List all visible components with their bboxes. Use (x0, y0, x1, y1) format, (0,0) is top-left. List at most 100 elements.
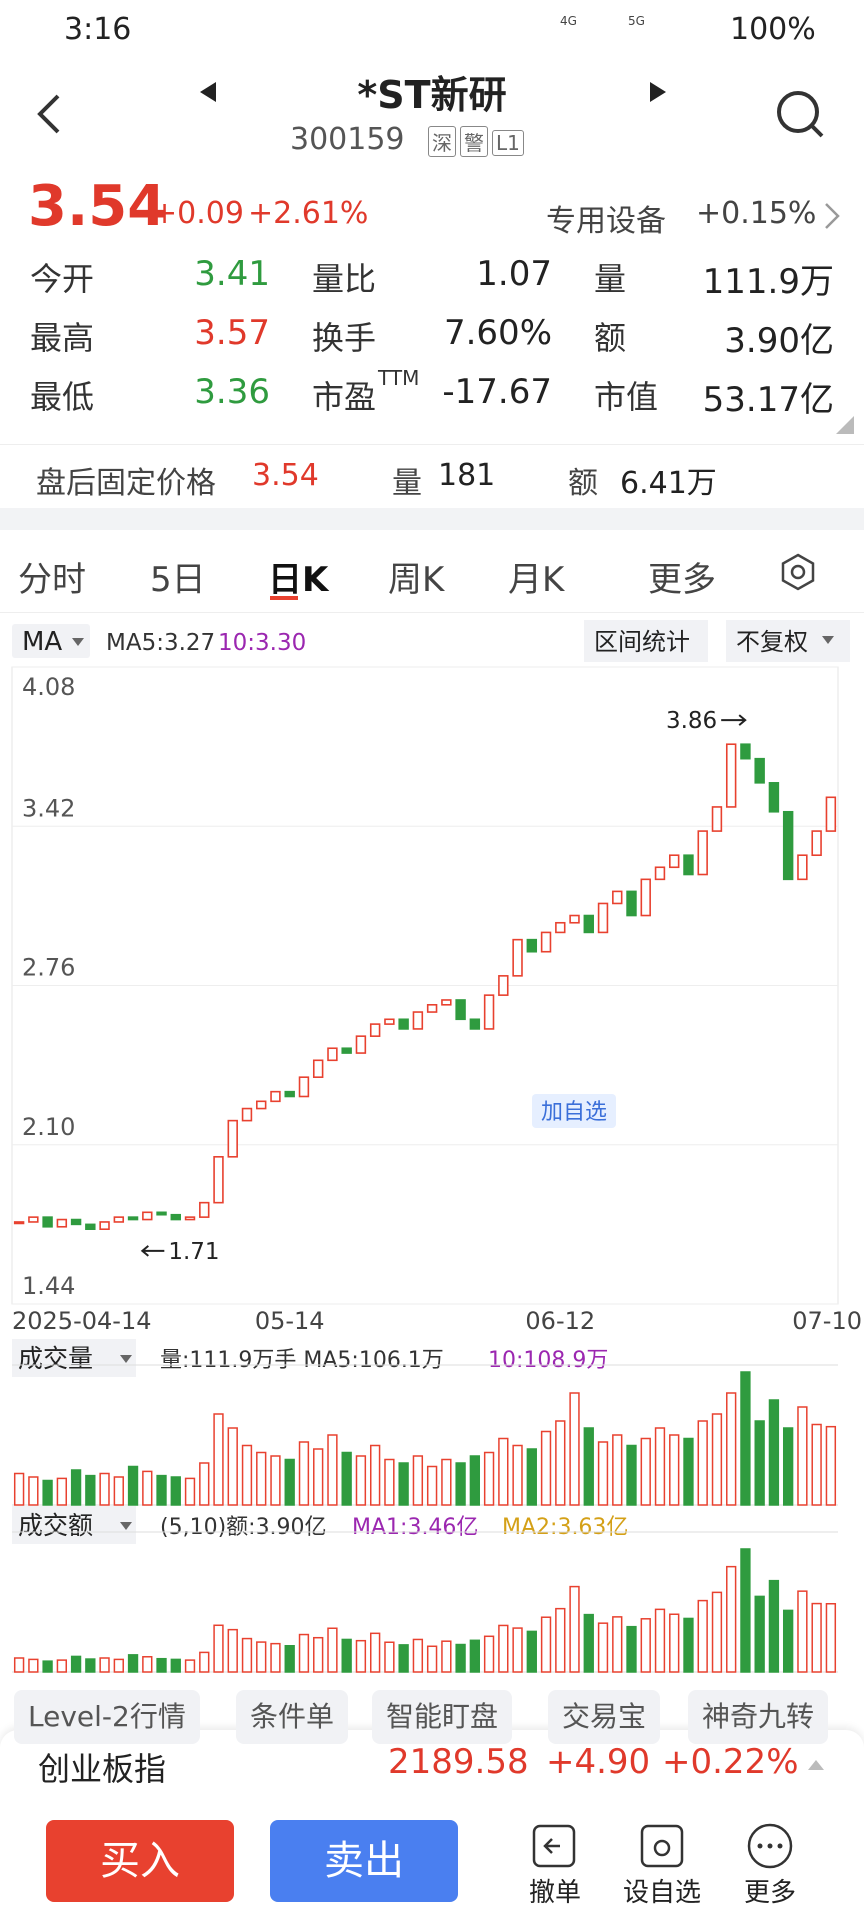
next-stock[interactable] (646, 80, 670, 104)
amount-bar (298, 1633, 310, 1673)
add-watch-bg[interactable] (532, 1094, 616, 1128)
candle (811, 830, 822, 857)
amount-bar (199, 1651, 210, 1673)
back-button[interactable] (30, 90, 66, 140)
volume-bar (341, 1451, 352, 1506)
after-amt: 6.41万 (620, 466, 717, 501)
candle (640, 878, 651, 917)
amount-bar (711, 1591, 723, 1673)
amount-bar (512, 1627, 523, 1673)
candle (483, 994, 495, 1030)
volume-bar (540, 1430, 552, 1506)
volume-bar (782, 1427, 794, 1506)
volume-bar (626, 1444, 637, 1506)
buy-button[interactable]: 买入 (46, 1820, 234, 1902)
candle (540, 931, 552, 953)
tab[interactable]: 5日 (150, 560, 206, 600)
amount-bar (70, 1655, 82, 1673)
status-battery: 100% (730, 12, 816, 47)
candle (384, 1018, 395, 1025)
action-label[interactable]: 更多 (743, 1878, 796, 1908)
volume-bar (711, 1413, 723, 1506)
price: 3.54 (28, 174, 167, 239)
candle (512, 938, 523, 977)
feature-tab[interactable]: 智能盯盘 (372, 1690, 513, 1744)
action-label[interactable]: 设自选 (622, 1878, 701, 1908)
volume-bar (797, 1406, 808, 1506)
candle (754, 757, 765, 784)
range-stats-button[interactable] (584, 620, 708, 662)
volume-bar (726, 1392, 737, 1506)
candle (455, 999, 466, 1021)
amount-bar (384, 1641, 395, 1673)
candle (241, 1107, 253, 1122)
candle (711, 806, 723, 832)
amount-bar (754, 1595, 765, 1673)
sector-arrow[interactable] (820, 200, 844, 232)
candle (284, 1090, 295, 1098)
stat-value: 53.17亿 (702, 380, 834, 420)
adjust: 不复权 (736, 628, 808, 656)
tab[interactable]: 周K (388, 560, 445, 600)
stat-label: 量比 (312, 260, 377, 298)
amount-bar (213, 1624, 224, 1673)
tab[interactable]: 日K (268, 560, 329, 600)
candle (355, 1035, 367, 1054)
panel-title: 成交量 (18, 1344, 93, 1373)
prev-stock[interactable] (196, 80, 220, 104)
amount-bar (811, 1602, 822, 1673)
high-arrow (721, 714, 747, 726)
volume-bar (526, 1448, 537, 1506)
indicator-button[interactable] (12, 624, 90, 658)
candle (626, 890, 637, 917)
tab[interactable]: 分时 (18, 560, 86, 600)
y-tick-label: 2.76 (22, 954, 75, 982)
stat-label: 换手 (312, 319, 377, 357)
volume-bar (740, 1371, 751, 1506)
x-tick-label: 05-14 (255, 1307, 325, 1335)
amount-bar (697, 1599, 708, 1673)
high-label: 3.86 (666, 708, 717, 734)
sell-button[interactable]: 卖出 (270, 1820, 458, 1902)
settings-button[interactable] (778, 552, 818, 592)
amount-bar (227, 1628, 238, 1673)
action-label[interactable]: 撤单 (528, 1878, 581, 1908)
feature-tab[interactable]: 交易宝 (548, 1690, 661, 1744)
candle (56, 1218, 68, 1228)
candle (28, 1216, 39, 1223)
amount-bar (526, 1630, 537, 1673)
amount-bar (256, 1641, 267, 1673)
status-net: 5G (628, 14, 645, 28)
y-tick-label: 2.10 (22, 1113, 75, 1141)
amount-bar (341, 1638, 352, 1673)
feature-tab[interactable]: Level-2行情 (14, 1690, 200, 1744)
expand-arrow[interactable] (806, 1756, 826, 1772)
volume-bar (825, 1425, 837, 1506)
volume-bar (270, 1455, 281, 1506)
feature-tab[interactable]: 条件单 (236, 1690, 349, 1744)
volume-bar (441, 1458, 452, 1506)
candle (256, 1100, 267, 1110)
tab[interactable]: 更多 (648, 560, 716, 600)
volume-bar (683, 1437, 694, 1506)
volume-bar (28, 1476, 39, 1506)
volume-bar (469, 1455, 481, 1506)
candle (583, 914, 594, 934)
amount-bar (797, 1590, 808, 1673)
panel-title-bg[interactable] (12, 1506, 136, 1544)
feature-tab[interactable]: 神奇九转 (688, 1690, 829, 1744)
search-button[interactable] (774, 88, 826, 140)
tab[interactable]: 月K (508, 560, 565, 600)
candle (697, 830, 708, 876)
volume-bar (227, 1427, 238, 1506)
panel-title-bg[interactable] (12, 1339, 136, 1377)
volume-bar (640, 1437, 651, 1506)
stat-value: -17.67 (442, 372, 552, 412)
ma5-label: MA5:3.27 (106, 630, 215, 656)
amount-bar (284, 1645, 295, 1673)
stat-label: 量 (594, 260, 627, 298)
candle (156, 1211, 167, 1216)
amount-bar (683, 1617, 694, 1673)
amount-bar (825, 1603, 837, 1673)
tag: L1 (492, 130, 524, 156)
